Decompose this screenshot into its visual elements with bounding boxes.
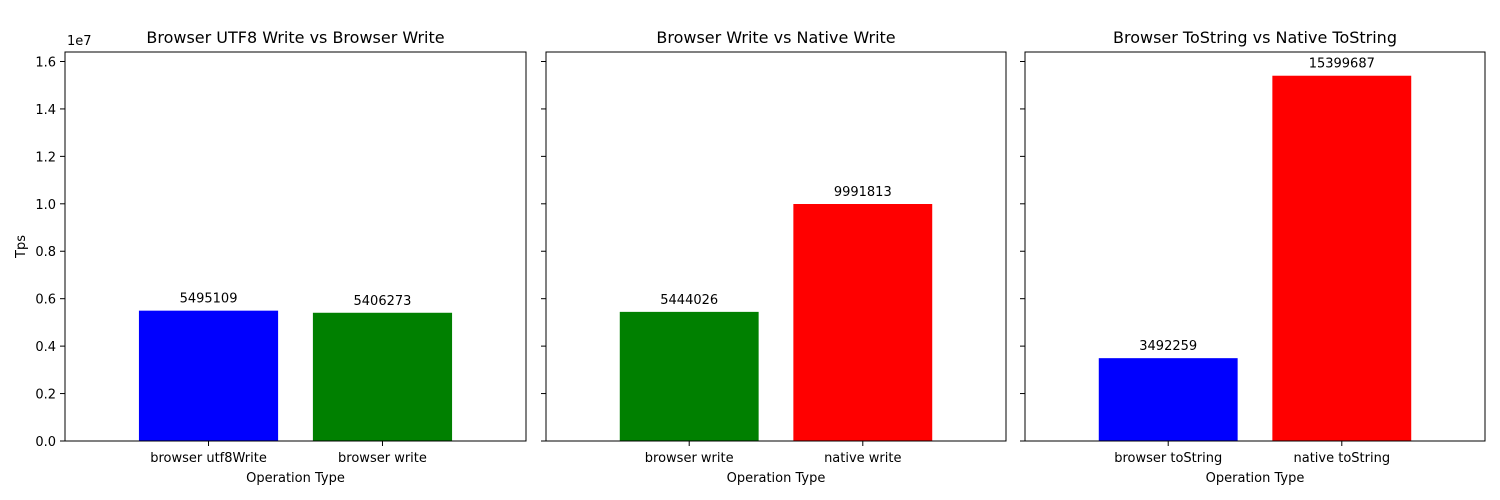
plot-frame [545,51,1007,442]
bar [312,312,453,441]
bar-value-label: 15399687 [1309,57,1375,72]
y-tick-label: 1.6 [35,55,56,70]
panel-title: Browser UTF8 Write vs Browser Write [146,28,444,47]
y-axis-offset-label: 1e7 [67,34,92,49]
y-tick-label: 0.2 [35,388,56,403]
bar [1098,358,1238,441]
x-axis-label: Operation Type [727,471,826,486]
x-tick-label: native toString [1293,451,1390,466]
y-tick-label: 1.2 [35,150,56,165]
bar-value-label: 5495109 [180,292,238,307]
x-tick-label: browser toString [1114,451,1222,466]
y-tick-label: 1.0 [35,198,56,213]
panel-title: Browser Write vs Native Write [656,28,895,47]
y-tick-label: 0.8 [35,245,56,260]
x-tick-label: browser write [645,451,734,466]
bar [793,203,933,441]
plot-frame [64,51,527,442]
panel-title: Browser ToString vs Native ToString [1113,28,1397,47]
x-axis-label: Operation Type [1206,471,1305,486]
x-tick-label: browser utf8Write [150,451,267,466]
y-tick-label: 0.4 [35,340,56,355]
x-tick-label: native write [824,451,901,466]
y-axis-label: Tps [14,235,29,259]
x-axis-label: Operation Type [246,471,345,486]
bar-value-label: 3492259 [1139,339,1197,354]
bar [619,311,759,441]
bar [138,310,279,441]
y-tick-label: 1.4 [35,103,56,118]
bar-value-label: 5444026 [660,293,718,308]
bar [1272,75,1412,442]
bar-value-label: 9991813 [834,185,892,200]
bar-value-label: 5406273 [354,294,412,309]
y-tick-label: 0.0 [35,435,56,450]
y-tick-label: 0.6 [35,293,56,308]
plot-frame [1024,51,1486,442]
x-tick-label: browser write [338,451,427,466]
